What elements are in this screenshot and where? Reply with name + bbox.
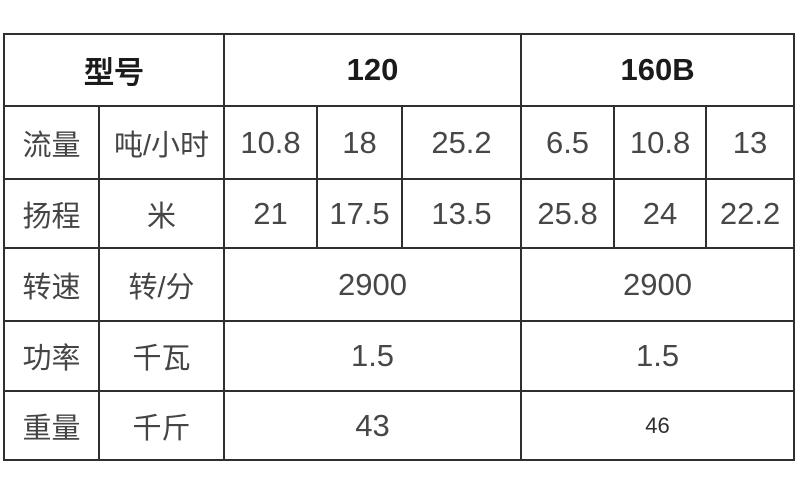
cell-power-160b: 1.5	[520, 320, 796, 392]
cell-flow-120-1: 10.8	[223, 105, 318, 180]
cell-flow-120-3: 25.2	[400, 105, 523, 180]
cell-speed-160b: 2900	[520, 247, 796, 322]
model-label-cell: 型号	[3, 33, 225, 107]
pump-spec-table: 型号 120 160B 流量 吨/小时 10.8 18 25.2 6.5 10.…	[3, 33, 796, 461]
row-unit-flow: 吨/小时	[98, 105, 225, 180]
cell-flow-160b-2: 10.8	[613, 105, 708, 180]
cell-flow-160b-1: 6.5	[520, 105, 616, 180]
table-row-head: 扬程 米 21 17.5 13.5 25.8 24 22.2	[3, 178, 796, 249]
cell-head-120-2: 17.5	[316, 178, 403, 249]
row-label-speed: 转速	[3, 247, 100, 322]
cell-flow-160b-3: 13	[705, 105, 796, 180]
cell-power-120: 1.5	[222, 320, 523, 392]
cell-weight-120: 43	[222, 390, 523, 461]
row-label-flow: 流量	[3, 105, 100, 180]
cell-head-160b-1: 25.8	[520, 178, 616, 249]
cell-head-160b-2: 24	[613, 178, 708, 249]
cell-head-120-1: 21	[223, 178, 318, 249]
cell-flow-120-2: 18	[316, 105, 403, 180]
table-row-speed: 转速 转/分 2900 2900	[3, 247, 796, 322]
row-label-weight: 重量	[3, 390, 100, 461]
series-header-160b: 160B	[520, 33, 796, 107]
row-label-power: 功率	[3, 320, 100, 392]
cell-weight-160b: 46	[520, 390, 796, 461]
row-unit-head: 米	[98, 178, 225, 249]
series-header-120: 120	[222, 33, 523, 107]
cell-speed-120: 2900	[222, 247, 523, 322]
row-label-head: 扬程	[3, 178, 100, 249]
table-row-weight: 重量 千斤 43 46	[3, 390, 796, 461]
cell-head-120-3: 13.5	[400, 178, 523, 249]
row-unit-power: 千瓦	[98, 320, 225, 392]
row-unit-speed: 转/分	[98, 247, 225, 322]
table-row-flow: 流量 吨/小时 10.8 18 25.2 6.5 10.8 13	[3, 105, 796, 180]
table-row-power: 功率 千瓦 1.5 1.5	[3, 320, 796, 392]
row-unit-weight: 千斤	[98, 390, 225, 461]
table-header-row: 型号 120 160B	[3, 33, 796, 107]
cell-head-160b-3: 22.2	[705, 178, 796, 249]
